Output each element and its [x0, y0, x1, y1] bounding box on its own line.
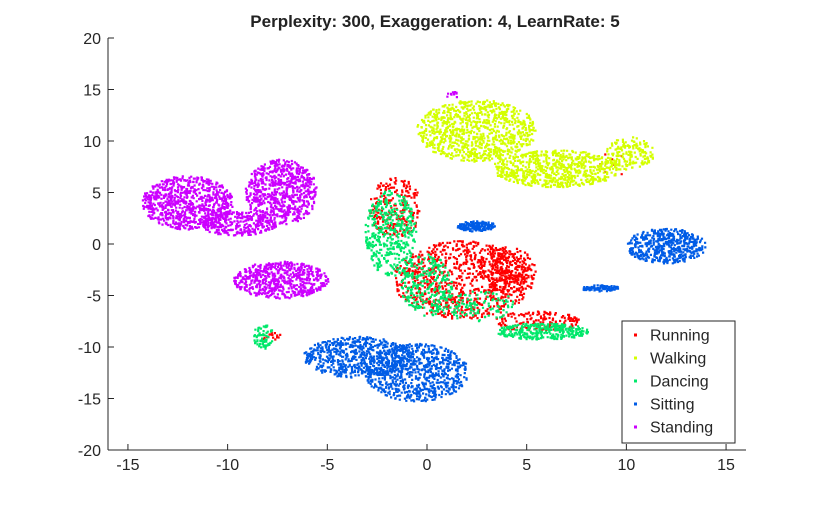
points-sitting-cluster-4 — [582, 284, 620, 293]
x-tick-label: 0 — [423, 457, 432, 474]
x-tick-label: -15 — [116, 457, 139, 474]
x-tick-label: -10 — [216, 457, 239, 474]
y-tick-label: -20 — [78, 443, 101, 460]
y-tick-label: 20 — [83, 31, 101, 48]
points-sitting-cluster-2 — [626, 227, 707, 265]
y-tick-label: -5 — [87, 289, 101, 306]
points-running-cluster-2 — [477, 246, 537, 293]
points-dancing-cluster-3 — [436, 290, 514, 323]
points-standing-cluster-4 — [446, 91, 458, 99]
legend-label-running: Running — [650, 328, 710, 345]
points-walking-cluster-2 — [606, 136, 654, 171]
points-running-cluster-1 — [369, 177, 421, 238]
points-dancing-cluster-2 — [497, 322, 589, 341]
points-standing-cluster-2 — [199, 210, 277, 237]
points-dancing-cluster-4 — [253, 324, 274, 350]
legend-box — [621, 320, 736, 444]
y-tick-label: 10 — [83, 134, 101, 151]
x-tick-label: 10 — [617, 457, 635, 474]
legend-label-standing: Standing — [650, 420, 713, 437]
points-sitting-cluster-3 — [456, 220, 496, 233]
chart-title: Perplexity: 300, Exaggeration: 4, LearnR… — [250, 12, 619, 31]
y-tick-label: 5 — [92, 186, 101, 203]
axes-layer: -15 -10 -5 0 5 10 15 -20 -15 -10 -5 0 5 10 15 20 — [78, 31, 746, 474]
legend: Running Walking Dancing Sitting Standing — [621, 320, 736, 444]
y-tick-label: -10 — [78, 340, 101, 357]
points-standing-cluster-1 — [244, 158, 318, 226]
points-standing-cluster-0 — [141, 175, 234, 231]
y-tick-label: -15 — [78, 392, 101, 409]
y-tick-label: 0 — [92, 237, 101, 254]
legend-marker-running — [634, 333, 637, 337]
x-tick-label: -5 — [320, 457, 334, 474]
points-standing-cluster-3 — [233, 260, 330, 300]
series-standing — [141, 91, 458, 300]
legend-marker-standing — [634, 425, 637, 429]
legend-label-sitting: Sitting — [650, 397, 694, 414]
legend-label-dancing: Dancing — [650, 374, 709, 391]
series-sitting — [303, 220, 707, 403]
points-sitting-cluster-1 — [364, 342, 468, 403]
y-tick-label: 15 — [83, 83, 101, 100]
legend-marker-walking — [634, 356, 637, 360]
legend-marker-dancing — [634, 379, 637, 383]
points-walking-cluster-0 — [416, 99, 537, 163]
points-running-cluster-4 — [262, 331, 282, 341]
series-walking — [416, 99, 654, 189]
points-dancing-cluster-0 — [364, 189, 418, 277]
legend-label-walking: Walking — [650, 351, 706, 368]
points-dancing-cluster-1 — [400, 253, 454, 317]
legend-marker-sitting — [634, 402, 637, 406]
points-layer — [141, 91, 707, 403]
series-dancing — [253, 189, 589, 350]
points-walking-cluster-1 — [494, 149, 622, 189]
x-tick-label: 5 — [522, 457, 531, 474]
x-tick-label: 15 — [717, 457, 735, 474]
